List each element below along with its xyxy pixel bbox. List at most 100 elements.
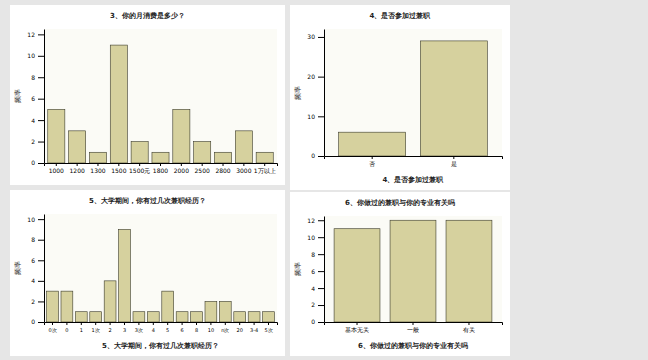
x-tick-mark xyxy=(97,163,98,166)
plot-area xyxy=(44,214,277,322)
x-tick: 6 xyxy=(181,322,184,333)
bar xyxy=(235,131,252,163)
bar xyxy=(390,220,436,322)
y-tick: 10 xyxy=(307,113,324,120)
y-axis-line xyxy=(324,217,325,323)
x-tick-mark xyxy=(153,322,154,325)
x-tick-label: 10 xyxy=(208,327,214,333)
y-axis-line xyxy=(44,215,45,323)
y-tick: 6 xyxy=(31,95,44,102)
x-tick-label: 1500元 xyxy=(129,167,150,174)
x-tick: 3-4 xyxy=(250,322,258,333)
bar xyxy=(339,132,406,156)
bar xyxy=(256,152,273,163)
x-axis-title: 6、你做过的兼职与你的专业有关吗 xyxy=(358,341,468,350)
x-tick-mark xyxy=(95,322,96,325)
bar xyxy=(194,142,211,163)
y-axis-title: 频率 xyxy=(294,262,302,276)
bars xyxy=(48,45,273,163)
y-tick: 10 xyxy=(307,234,324,241)
x-tick-mark xyxy=(139,163,140,166)
y-tick-mark xyxy=(38,34,44,35)
panel-background xyxy=(290,5,510,190)
y-tick-mark xyxy=(38,99,44,100)
x-tick-mark xyxy=(268,322,269,325)
x-tick: 0次 xyxy=(48,322,56,333)
bar xyxy=(133,312,145,322)
y-tick-label: 2 xyxy=(31,138,35,145)
plot-area xyxy=(324,216,502,322)
bar xyxy=(61,291,73,322)
y-axis: 024681012 xyxy=(27,30,44,167)
x-tick-label: 有关 xyxy=(463,326,475,333)
x-tick: 3000 xyxy=(236,163,251,174)
x-tick-mark xyxy=(56,163,57,166)
x-tick: 1800 xyxy=(153,163,168,174)
bar xyxy=(173,109,190,163)
y-tick: 12 xyxy=(307,217,324,224)
x-tick-mark xyxy=(77,163,78,166)
x-tick-label: 是 xyxy=(451,160,457,167)
y-tick-mark xyxy=(318,220,324,221)
panel-background xyxy=(10,190,285,356)
y-tick-mark xyxy=(318,288,324,289)
y-tick-label: 0 xyxy=(311,318,315,325)
x-tick-label: 2800 xyxy=(215,167,230,174)
x-tick: 一般 xyxy=(407,322,419,333)
y-tick-label: 4 xyxy=(31,277,35,284)
y-tick-mark xyxy=(318,77,324,78)
x-tick-label: 2500 xyxy=(195,167,210,174)
bar xyxy=(147,312,159,322)
plot-area xyxy=(44,29,277,163)
x-tick-label: 1万以上 xyxy=(254,167,276,174)
chart-title: 3、你的月消费是多少？ xyxy=(110,12,185,20)
x-axis-line xyxy=(325,323,503,326)
x-axis: 基本无关一般有关 xyxy=(325,322,503,333)
bar xyxy=(110,45,127,163)
x-axis: 10001200130015001500元1800200025002800300… xyxy=(45,163,278,174)
y-tick: 12 xyxy=(27,31,44,38)
y-tick-mark xyxy=(318,237,324,238)
y-tick-mark xyxy=(38,142,44,143)
x-tick-label: 5 xyxy=(166,327,169,333)
x-tick: 1300 xyxy=(90,163,105,174)
x-tick-mark xyxy=(181,163,182,166)
x-tick: 有关 xyxy=(463,322,475,333)
x-tick-label: 3000 xyxy=(236,167,251,174)
y-tick: 8 xyxy=(31,236,44,243)
y-tick-mark xyxy=(38,301,44,302)
y-tick: 2 xyxy=(31,298,44,305)
bars xyxy=(47,229,275,322)
x-tick-label: 3次 xyxy=(135,327,143,333)
x-axis-title: 4、是否参加过兼职 xyxy=(383,175,445,184)
y-tick: 0 xyxy=(31,159,44,166)
bar xyxy=(263,312,275,322)
bar xyxy=(47,291,59,322)
x-tick-label: 2000 xyxy=(174,167,189,174)
bars xyxy=(339,41,488,156)
y-tick-label: 0 xyxy=(31,318,35,325)
bar xyxy=(214,152,231,163)
plot: 0102030否是频率4、是否参加过兼职 xyxy=(294,29,503,184)
y-axis-line xyxy=(44,30,45,164)
y-axis-title: 频率 xyxy=(294,86,302,100)
x-tick-mark xyxy=(118,163,119,166)
y-tick: 6 xyxy=(311,268,324,275)
x-tick-label: 1500 xyxy=(111,167,126,174)
panel: 5、大学期间，你有过几次兼职经历？02468100次011次233次456810… xyxy=(10,190,285,356)
x-tick-mark xyxy=(202,163,203,166)
x-tick-label: 1800 xyxy=(153,167,168,174)
panel: 4、是否参加过兼职0102030否是频率4、是否参加过兼职 xyxy=(290,5,510,190)
x-tick: n次 xyxy=(221,322,229,333)
y-axis-title: 频率 xyxy=(14,89,22,103)
bar xyxy=(75,312,87,322)
x-axis: 0次011次233次456810n次203-45次 xyxy=(45,322,278,333)
y-tick-label: 6 xyxy=(311,268,315,275)
plot: 02468101210001200130015001500元1800200025… xyxy=(14,29,278,174)
x-tick-mark xyxy=(254,322,255,325)
x-axis-title: 5、大学期间，你有过几次兼职经历？ xyxy=(102,342,219,350)
y-tick-label: 20 xyxy=(307,73,315,80)
bar xyxy=(191,312,203,322)
x-tick-label: 1次 xyxy=(92,327,100,333)
y-tick: 20 xyxy=(307,73,324,80)
